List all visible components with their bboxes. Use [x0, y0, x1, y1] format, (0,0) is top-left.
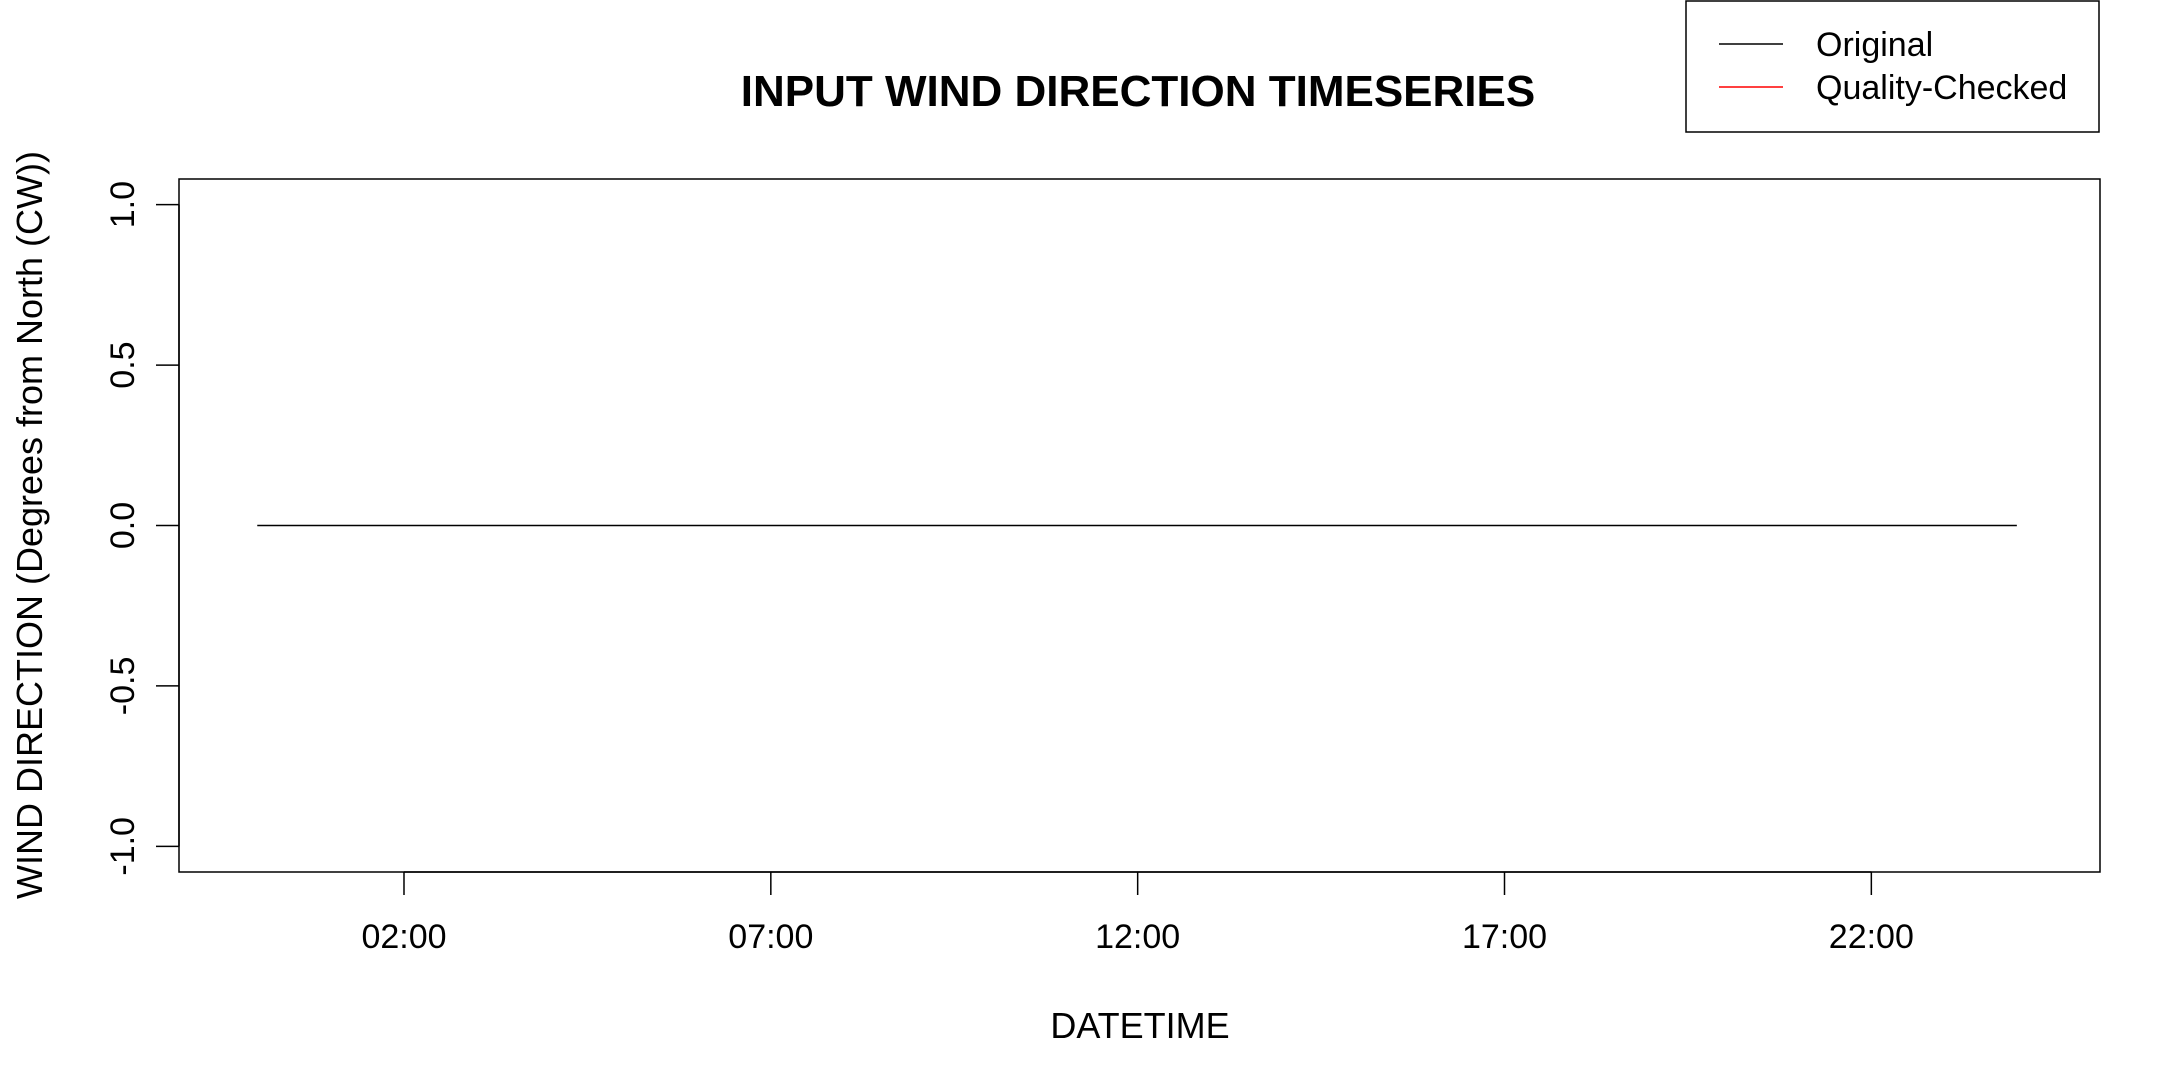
legend: Original Quality-Checked: [1685, 0, 2100, 133]
x-axis: 02:00 07:00 12:00 17:00 22:00: [361, 871, 1914, 956]
x-tick-label: 22:00: [1829, 918, 1914, 956]
x-tick-label: 17:00: [1462, 918, 1547, 956]
legend-box: [1685, 0, 2100, 133]
y-tick-label: 0.0: [104, 502, 142, 549]
legend-label-quality-checked: Quality-Checked: [1816, 69, 2067, 107]
y-axis-label: WIND DIRECTION (Degrees from North (CW)): [9, 151, 50, 899]
y-tick-label: -0.5: [104, 657, 142, 716]
y-axis: -1.0 -0.5 0.0 0.5 1.0: [104, 181, 180, 876]
x-tick-label: 02:00: [361, 918, 446, 956]
legend-label-original: Original: [1816, 26, 1933, 64]
y-tick-label: 1.0: [104, 181, 142, 228]
x-tick-label: 12:00: [1095, 918, 1180, 956]
y-tick-label: -1.0: [104, 817, 142, 876]
chart-title: INPUT WIND DIRECTION TIMESERIES: [741, 67, 1535, 116]
y-tick-label: 0.5: [104, 341, 142, 388]
x-tick-label: 07:00: [728, 918, 813, 956]
x-axis-label: DATETIME: [1050, 1005, 1229, 1046]
